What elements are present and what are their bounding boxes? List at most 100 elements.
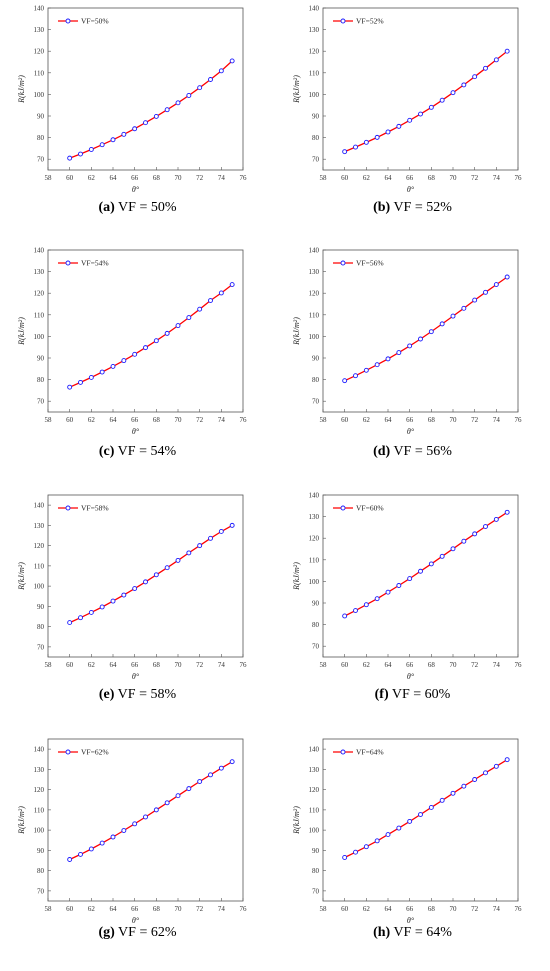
data-point [175, 100, 181, 106]
data-point [461, 305, 467, 311]
x-tick-label: 58 [320, 661, 328, 669]
y-tick-label: 110 [309, 69, 320, 77]
plot-frame [47, 7, 244, 171]
x-tick-label: 64 [110, 905, 118, 913]
y-tick-label: 130 [309, 513, 320, 521]
y-tick-label: 110 [34, 69, 45, 77]
data-point [363, 139, 369, 145]
data-point [78, 379, 83, 385]
y-tick-label: 70 [312, 156, 320, 164]
chart-panel: 58 60 62 64 66 68 70 72 74 76 70 80 90 100 110 120 130 14… [275, 242, 550, 482]
data-point [208, 772, 213, 778]
y-tick-label: 90 [37, 113, 45, 121]
data-point [353, 373, 358, 379]
data-point [143, 345, 148, 351]
y-tick-label: 100 [309, 827, 320, 835]
x-tick-label: 62 [363, 416, 371, 424]
y-tick-label: 90 [37, 355, 45, 363]
plot-frame [322, 249, 519, 413]
x-tick-label: 68 [153, 661, 161, 669]
data-point [67, 155, 73, 161]
data-point [363, 844, 369, 850]
data-point [229, 522, 235, 528]
x-tick-label: 60 [341, 661, 349, 669]
y-tick-label: 90 [37, 847, 45, 855]
data-point [439, 321, 445, 327]
x-tick-label: 76 [240, 661, 248, 669]
y-tick-label: 110 [34, 806, 45, 814]
data-point [153, 807, 159, 813]
data-point [110, 137, 116, 143]
y-tick-label: 90 [312, 600, 320, 608]
data-point [218, 765, 224, 771]
y-tick-label: 120 [309, 786, 320, 794]
x-axis-label: θ° [407, 916, 415, 925]
x-tick-label: 70 [175, 174, 183, 182]
data-point [407, 576, 413, 582]
y-axis-label: R(kJ/m²) [292, 75, 301, 104]
x-tick-label: 76 [515, 661, 523, 669]
data-point [428, 104, 434, 110]
x-tick-label: 64 [110, 174, 118, 182]
y-tick-label: 100 [309, 333, 320, 341]
x-tick-label: 66 [406, 905, 414, 913]
plot-frame [322, 738, 519, 902]
y-tick-label: 110 [34, 311, 45, 319]
x-tick-label: 68 [428, 416, 436, 424]
data-point [164, 800, 170, 806]
data-point [99, 369, 105, 375]
legend-marker [65, 18, 71, 24]
data-point [121, 358, 127, 364]
data-point [450, 790, 456, 796]
x-tick-label: 66 [131, 174, 139, 182]
y-axis-label: R(kJ/m²) [292, 317, 301, 346]
x-axis-label: θ° [132, 185, 140, 194]
line-chart: 58 60 62 64 66 68 70 72 74 76 70 80 90 100 110 120 130 14… [292, 738, 522, 925]
panel-caption: (g) VF = 62% [0, 925, 275, 941]
data-point [493, 57, 499, 63]
x-tick-label: 60 [341, 416, 349, 424]
data-point [218, 529, 224, 534]
line-chart: 58 60 62 64 66 68 70 72 74 76 70 80 90 100 110 120 130 14… [17, 247, 247, 437]
data-point [428, 329, 434, 335]
panel-caption-text: VF = 60% [388, 687, 451, 702]
y-tick-label: 110 [309, 556, 320, 564]
y-tick-label: 70 [37, 643, 45, 651]
data-point [504, 757, 510, 763]
y-tick-label: 100 [34, 91, 45, 99]
panel-caption: (f) VF = 60% [275, 687, 550, 703]
data-point [110, 834, 116, 840]
y-tick-label: 140 [309, 492, 320, 500]
x-tick-label: 74 [218, 174, 226, 182]
panel-letter: (f) [374, 687, 389, 702]
x-tick-label: 64 [110, 661, 118, 669]
data-point [99, 840, 105, 846]
data-point [175, 557, 181, 563]
data-point [428, 561, 434, 567]
panel-letter: (b) [373, 200, 391, 215]
x-tick-label: 72 [196, 174, 204, 182]
data-point [407, 117, 413, 123]
data-point [385, 589, 391, 595]
x-tick-label: 60 [66, 416, 74, 424]
x-tick-label: 64 [110, 416, 118, 424]
x-tick-label: 76 [515, 416, 523, 424]
data-point [342, 855, 348, 860]
x-tick-label: 58 [320, 174, 328, 182]
y-tick-label: 100 [34, 583, 45, 591]
series-line [344, 50, 508, 153]
data-point [132, 586, 138, 592]
data-point [121, 131, 127, 137]
panel-letter: (c) [98, 444, 115, 459]
x-tick-label: 60 [66, 905, 74, 913]
line-chart: 58 60 62 64 66 68 70 72 74 76 70 80 90 100 110 120 130 14… [17, 738, 247, 925]
y-tick-label: 80 [37, 623, 45, 631]
data-point [143, 120, 148, 126]
x-tick-label: 66 [406, 174, 414, 182]
y-tick-label: 110 [34, 562, 45, 570]
x-tick-label: 60 [66, 661, 74, 669]
y-tick-label: 80 [37, 134, 45, 142]
y-tick-label: 100 [309, 578, 320, 586]
y-tick-label: 140 [309, 247, 320, 255]
line-chart: 58 60 62 64 66 68 70 72 74 76 70 80 90 100 110 120 130 14… [292, 5, 522, 195]
